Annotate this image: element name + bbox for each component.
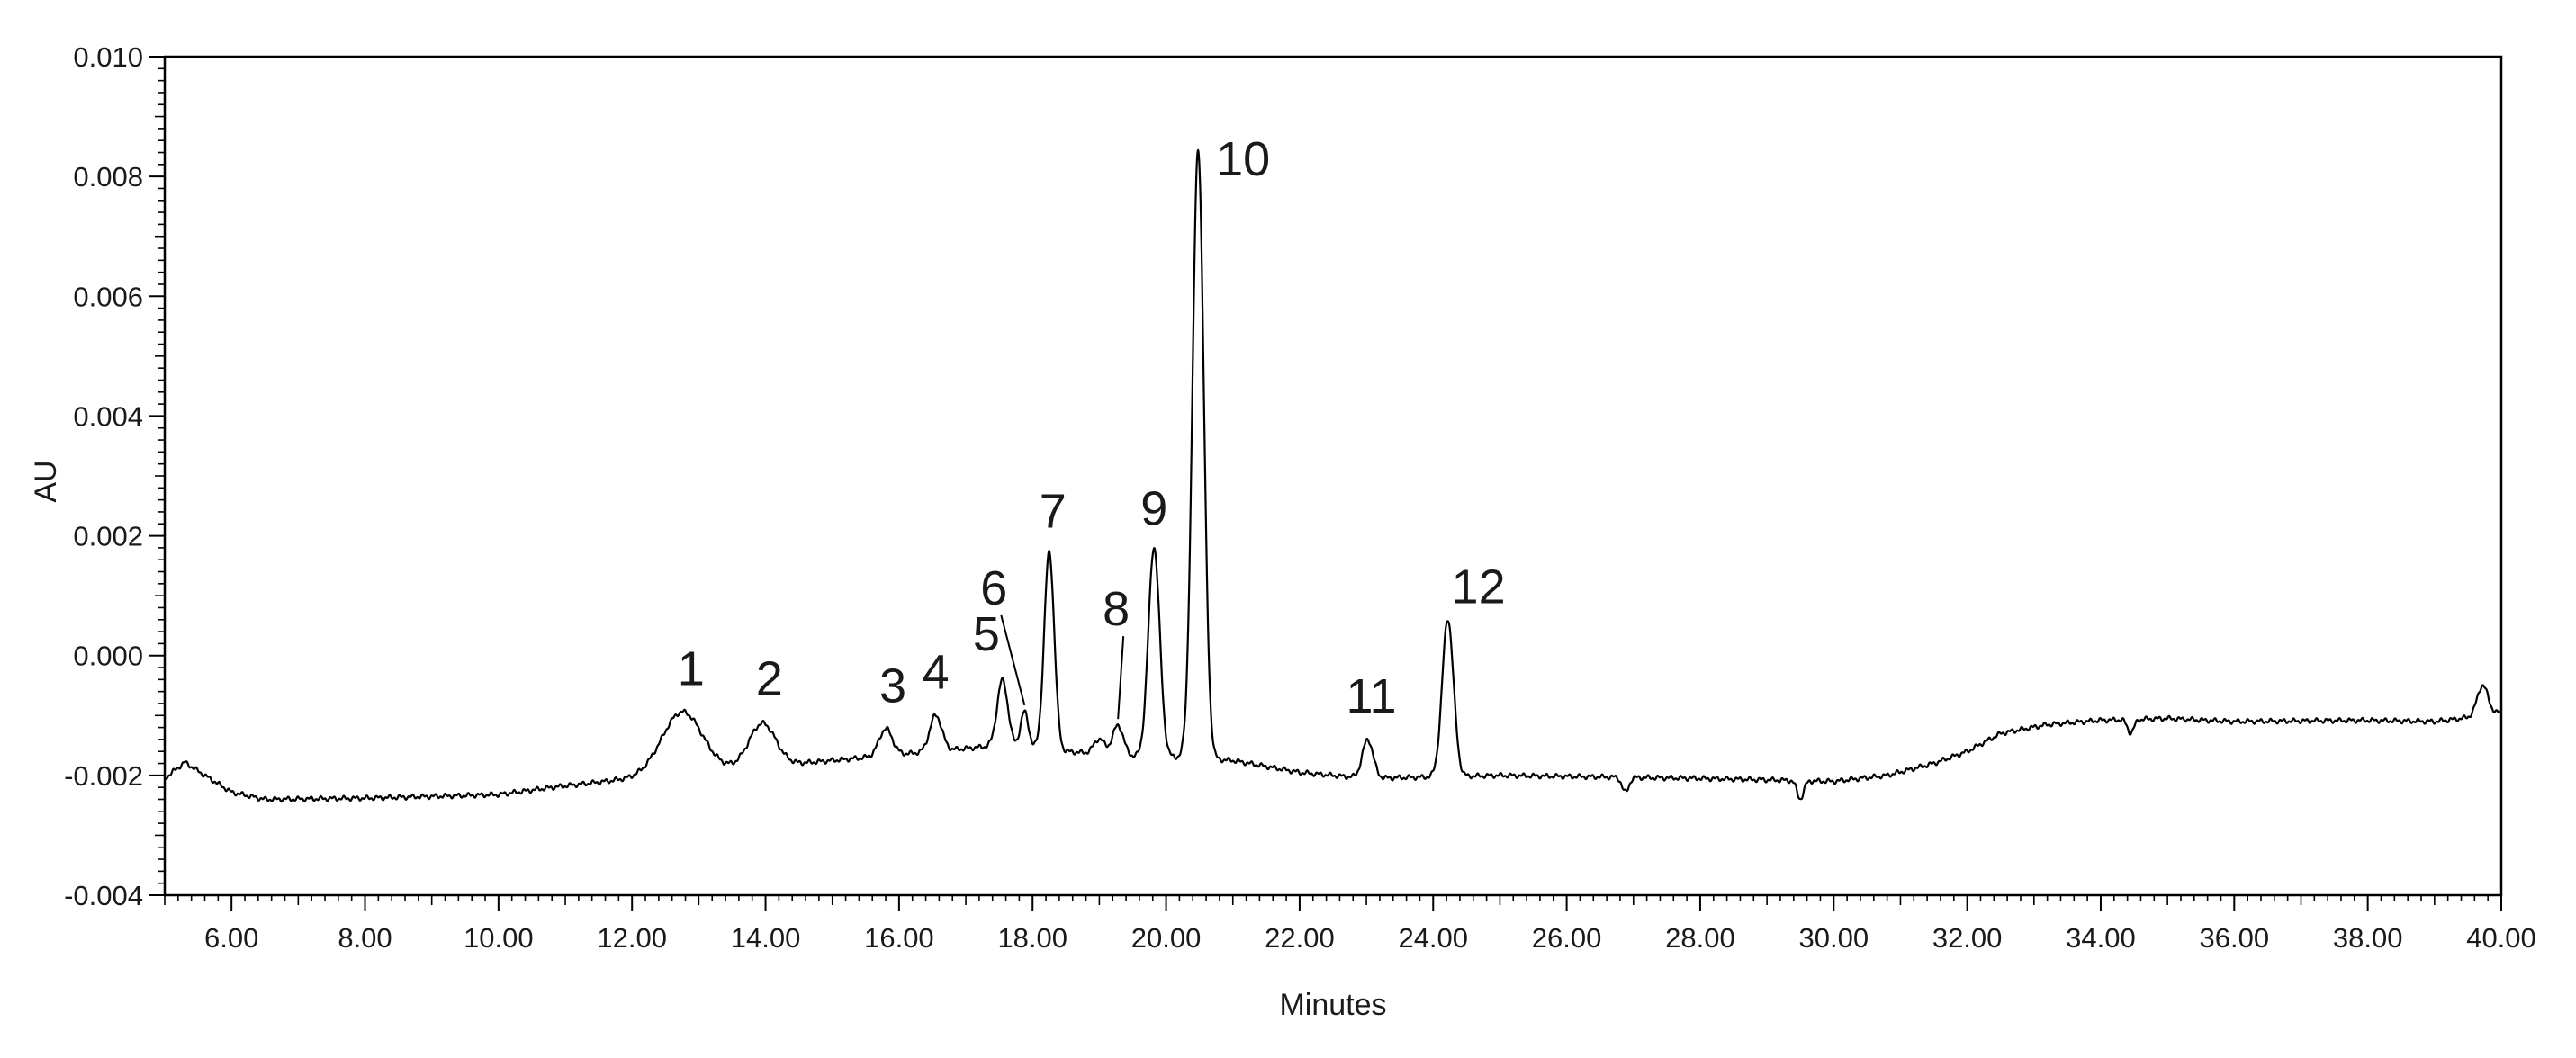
y-tick-label: 0.000 [73,641,143,672]
x-tick-label: 26.00 [1532,922,1602,954]
x-tick-label: 16.00 [864,922,934,954]
x-tick-label: 20.00 [1131,922,1202,954]
peak-label: 12 [1452,560,1506,614]
x-tick-label: 24.00 [1398,922,1468,954]
peak-leader-line [1117,636,1125,720]
x-tick-label: 18.00 [997,922,1067,954]
peak-label: 11 [1347,669,1397,723]
peak-label: 1 [678,641,705,695]
x-tick-label: 34.00 [2066,922,2136,954]
peak-label: 4 [923,646,950,700]
peak-label: 7 [1040,484,1067,538]
peak-label: 6 [980,561,1007,615]
y-tick-label: 0.010 [73,41,143,73]
plot-area [163,55,2503,897]
y-tick-label: -0.004 [64,880,143,911]
x-tick-label: 40.00 [2466,922,2536,954]
x-tick-label: 36.00 [2200,922,2270,954]
y-major-ticks [149,56,165,896]
peak-label: 2 [756,651,783,705]
peak-label: 5 [973,607,1000,661]
x-tick-label: 12.00 [597,922,667,954]
y-tick-labels: -0.004 -0.002 0.000 0.002 0.004 0.006 0.008 0.0… [64,41,143,911]
y-tick-label: 0.002 [73,521,143,552]
peak-leader-line [1000,614,1026,706]
peak-label: 9 [1140,481,1167,535]
x-tick-label: 22.00 [1265,922,1335,954]
y-tick-label: 0.006 [73,281,143,312]
x-major-ticks [230,895,2502,911]
y-minor-ticks [155,67,165,884]
x-tick-label: 28.00 [1665,922,1735,954]
x-minor-ticks [164,895,2489,905]
y-tick-label: -0.002 [64,760,143,792]
x-tick-label: 8.00 [338,922,392,954]
x-tick-label: 38.00 [2333,922,2403,954]
x-tick-label: 10.00 [464,922,534,954]
y-tick-label: 0.004 [73,400,143,432]
peak-label: 8 [1103,582,1130,636]
y-tick-label: 0.008 [73,161,143,193]
peak-label: 10 [1216,132,1270,186]
x-tick-label: 6.00 [204,922,258,954]
y-axis-title: AU [29,460,63,502]
x-tick-labels: 6.00 8.00 10.00 12.00 14.00 16.00 18.00 20.00 22… [204,922,2536,954]
peak-label: 3 [879,659,906,713]
chromatogram-trace [164,148,2502,803]
x-tick-label: 14.00 [731,922,801,954]
x-axis-title: Minutes [1279,988,1386,1022]
x-tick-label: 30.00 [1798,922,1869,954]
x-tick-label: 32.00 [1932,922,2003,954]
